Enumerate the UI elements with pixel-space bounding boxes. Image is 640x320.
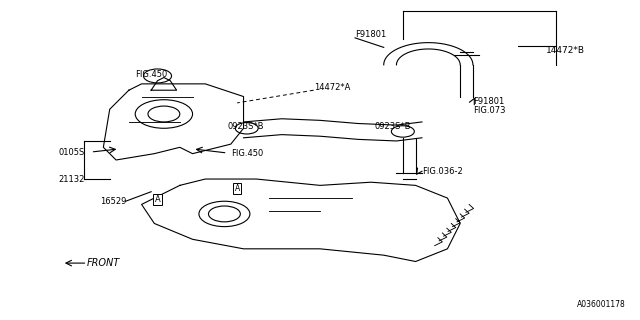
Text: 0923S*B: 0923S*B [374, 122, 411, 131]
Text: FIG.450: FIG.450 [231, 149, 263, 158]
Text: 16529: 16529 [100, 197, 127, 206]
Text: A036001178: A036001178 [577, 300, 626, 309]
Text: A: A [234, 184, 240, 193]
Text: 0105S: 0105S [59, 148, 85, 156]
Text: FIG.073: FIG.073 [473, 106, 506, 115]
Text: 21132: 21132 [59, 174, 85, 184]
Text: 0923S*B: 0923S*B [228, 122, 264, 131]
Text: FIG.036-2: FIG.036-2 [422, 167, 463, 176]
Text: A: A [155, 195, 161, 204]
Text: FRONT: FRONT [86, 258, 120, 268]
Text: F91801: F91801 [355, 30, 387, 39]
Text: FIG.450: FIG.450 [135, 70, 168, 79]
Text: 14472*B: 14472*B [546, 46, 585, 55]
Text: F91801: F91801 [473, 97, 504, 106]
Text: 14472*A: 14472*A [314, 83, 350, 92]
